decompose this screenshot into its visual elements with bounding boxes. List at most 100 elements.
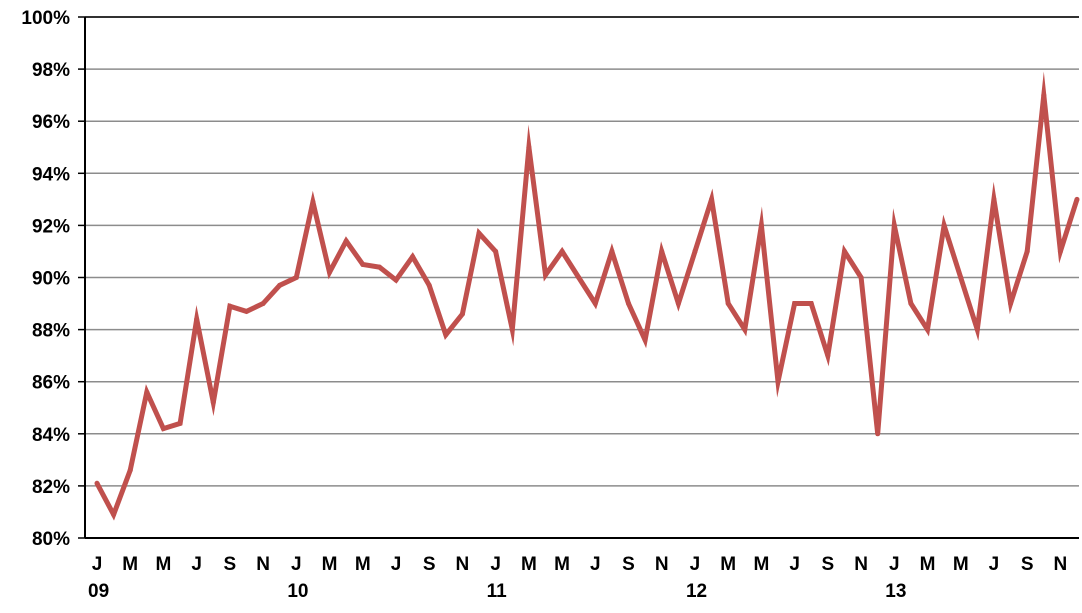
axes (78, 16, 1079, 539)
data-point (260, 301, 266, 307)
x-tick-label-month: S (423, 554, 436, 575)
data-point (808, 301, 814, 307)
x-tick-label-month: S (1021, 554, 1034, 575)
y-tick-label: 86% (32, 373, 70, 394)
data-series (94, 71, 1080, 521)
x-tick-label-month: N (854, 554, 868, 575)
data-point (410, 254, 416, 260)
y-tick-label: 90% (32, 269, 70, 290)
data-point (609, 248, 615, 254)
data-point (941, 222, 947, 228)
y-tick-label: 96% (32, 112, 70, 133)
x-tick-label-month: N (1054, 554, 1068, 575)
data-point (509, 327, 515, 333)
x-tick-label-month: J (92, 554, 103, 575)
data-point (343, 238, 349, 244)
data-point (709, 196, 715, 202)
data-point (194, 316, 200, 322)
x-tick-label-month: S (822, 554, 835, 575)
x-tick-label-month: M (953, 554, 969, 575)
data-point (94, 480, 100, 486)
data-point (111, 512, 117, 518)
data-point (243, 308, 249, 314)
x-tick-label-month: N (655, 554, 669, 575)
data-point (908, 301, 914, 307)
data-point (659, 248, 665, 254)
data-point (360, 261, 366, 267)
x-tick-label-month: J (989, 554, 1000, 575)
x-tick-label-year: 09 (88, 581, 109, 602)
x-tick-label-month: J (789, 554, 800, 575)
data-point (376, 264, 382, 270)
data-point (775, 379, 781, 385)
gridlines (85, 16, 1079, 487)
x-tick-label-month: N (456, 554, 470, 575)
y-tick-label: 94% (32, 164, 70, 185)
data-point (1074, 196, 1080, 202)
data-point (792, 301, 798, 307)
x-tick-label-month: M (920, 554, 936, 575)
data-point (227, 303, 233, 309)
x-tick-label-year: 11 (487, 581, 508, 602)
x-tick-label-year: 12 (686, 581, 707, 602)
x-tick-label-month: J (191, 554, 202, 575)
x-tick-label-month: J (690, 554, 701, 575)
data-point (476, 230, 482, 236)
data-point (443, 332, 449, 338)
data-point (1008, 301, 1014, 307)
x-tick-label-month: J (889, 554, 900, 575)
x-tick-label-month: M (521, 554, 537, 575)
x-tick-label-month: J (291, 554, 302, 575)
series-line (94, 71, 1080, 521)
y-tick-label: 92% (32, 216, 70, 237)
data-point (675, 301, 681, 307)
data-point (1057, 248, 1063, 254)
data-point (758, 222, 764, 228)
y-tick-label: 100% (21, 8, 70, 29)
data-point (327, 269, 333, 275)
x-tick-label-month: N (256, 554, 270, 575)
x-tick-label-year: 10 (287, 581, 308, 602)
x-tick-label-month: M (156, 554, 172, 575)
data-point (592, 301, 598, 307)
y-tick-label: 98% (32, 60, 70, 81)
data-point (626, 301, 632, 307)
data-point (127, 467, 133, 473)
data-point (858, 275, 864, 280)
y-tick-label: 80% (32, 529, 70, 550)
data-point (1024, 248, 1030, 254)
data-point (958, 275, 964, 280)
data-point (974, 327, 980, 333)
x-tick-label-month: M (122, 554, 138, 575)
x-tick-label-month: J (490, 554, 501, 575)
x-tick-label-month: J (590, 554, 601, 575)
x-tick-label-year: 13 (885, 581, 906, 602)
x-tick-label-month: S (622, 554, 635, 575)
x-tick-label-month: M (753, 554, 769, 575)
data-point (177, 420, 183, 426)
data-point (277, 282, 283, 288)
x-tick-label-month: M (322, 554, 338, 575)
data-point (542, 272, 548, 278)
data-point (825, 353, 831, 359)
data-point (875, 431, 881, 437)
data-point (925, 327, 931, 333)
data-point (210, 400, 216, 406)
data-point (493, 248, 499, 254)
data-point (459, 311, 465, 317)
data-point (692, 248, 698, 254)
data-point (1041, 92, 1047, 98)
data-point (725, 301, 731, 307)
y-tick-label: 82% (32, 477, 70, 498)
data-point (393, 277, 399, 283)
y-tick-label: 88% (32, 321, 70, 342)
data-point (144, 389, 150, 395)
x-tick-label-month: S (224, 554, 237, 575)
y-tick-label: 84% (32, 425, 70, 446)
data-point (310, 199, 316, 205)
data-point (991, 196, 997, 202)
y-axis-tick-labels: 80% 82% 84% 86% 88% 90% 92% 94% 96% 98% 100% (21, 8, 70, 550)
x-tick-label-month: M (554, 554, 570, 575)
x-tick-label-month: M (355, 554, 371, 575)
